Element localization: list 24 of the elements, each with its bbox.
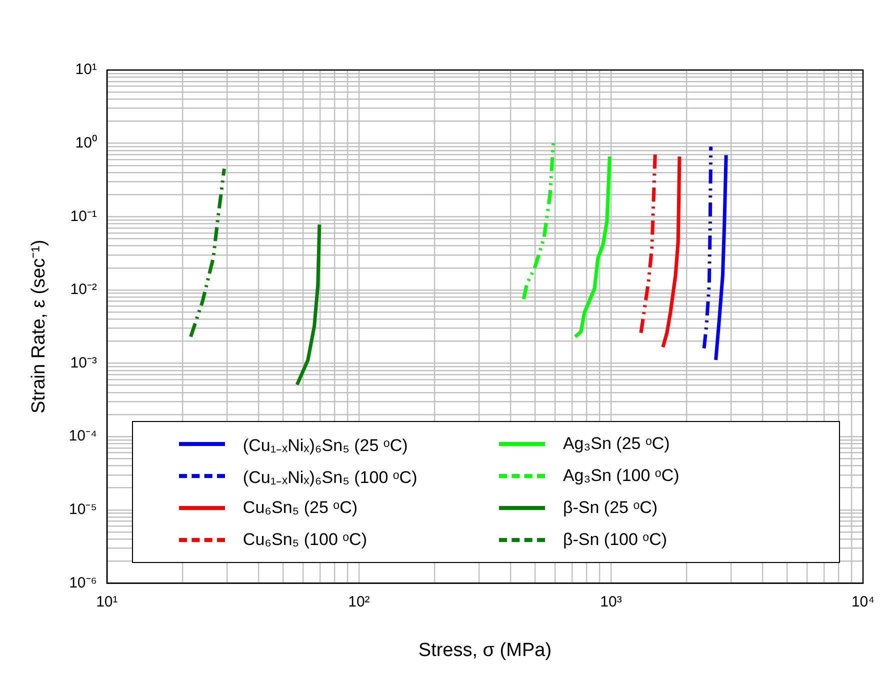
legend-label: β-Sn (100 ᵒC) (562, 530, 668, 550)
x-axis-title: Stress, σ (MPa) (418, 640, 552, 661)
y-tick-label: 10⁻⁵ (69, 501, 97, 518)
x-tick-label: 10³ (600, 593, 622, 610)
y-tick-label: 10⁻⁴ (68, 428, 97, 445)
legend-label: Cu₆Sn₅ (100 ᵒC) (242, 530, 367, 550)
line-series (702, 144, 713, 350)
legend-label: Cu₆Sn₅ (25 ᵒC) (242, 498, 358, 518)
x-tick-label: 10¹ (96, 593, 118, 610)
x-tick-label: 10⁴ (851, 593, 875, 610)
y-tick-label: 10⁻¹ (70, 208, 97, 225)
legend-label: β-Sn (25 ᵒC) (562, 498, 658, 518)
y-axis-title: Strain Rate, ε (sec⁻¹) (28, 240, 50, 414)
y-tick-label: 10⁰ (75, 134, 97, 152)
x-tick-label: 10² (348, 593, 370, 610)
legend-label: (Cu₁₋ₓNiₓ)₆Sn₅ (25 ᵒC) (242, 434, 408, 456)
y-tick-label: 10¹ (75, 61, 97, 78)
y-tick-label: 10⁻² (70, 281, 97, 298)
y-tick-label: 10⁻⁶ (69, 574, 97, 592)
line-series (188, 166, 226, 338)
legend-label: Ag₃Sn (25 ᵒC) (562, 434, 670, 454)
legend-label: Ag₃Sn (100 ᵒC) (562, 466, 680, 486)
legend-label: (Cu₁₋ₓNiₓ)₆Sn₅ (100 ᵒC) (242, 466, 418, 488)
y-tick-label: 10⁻³ (70, 354, 97, 372)
